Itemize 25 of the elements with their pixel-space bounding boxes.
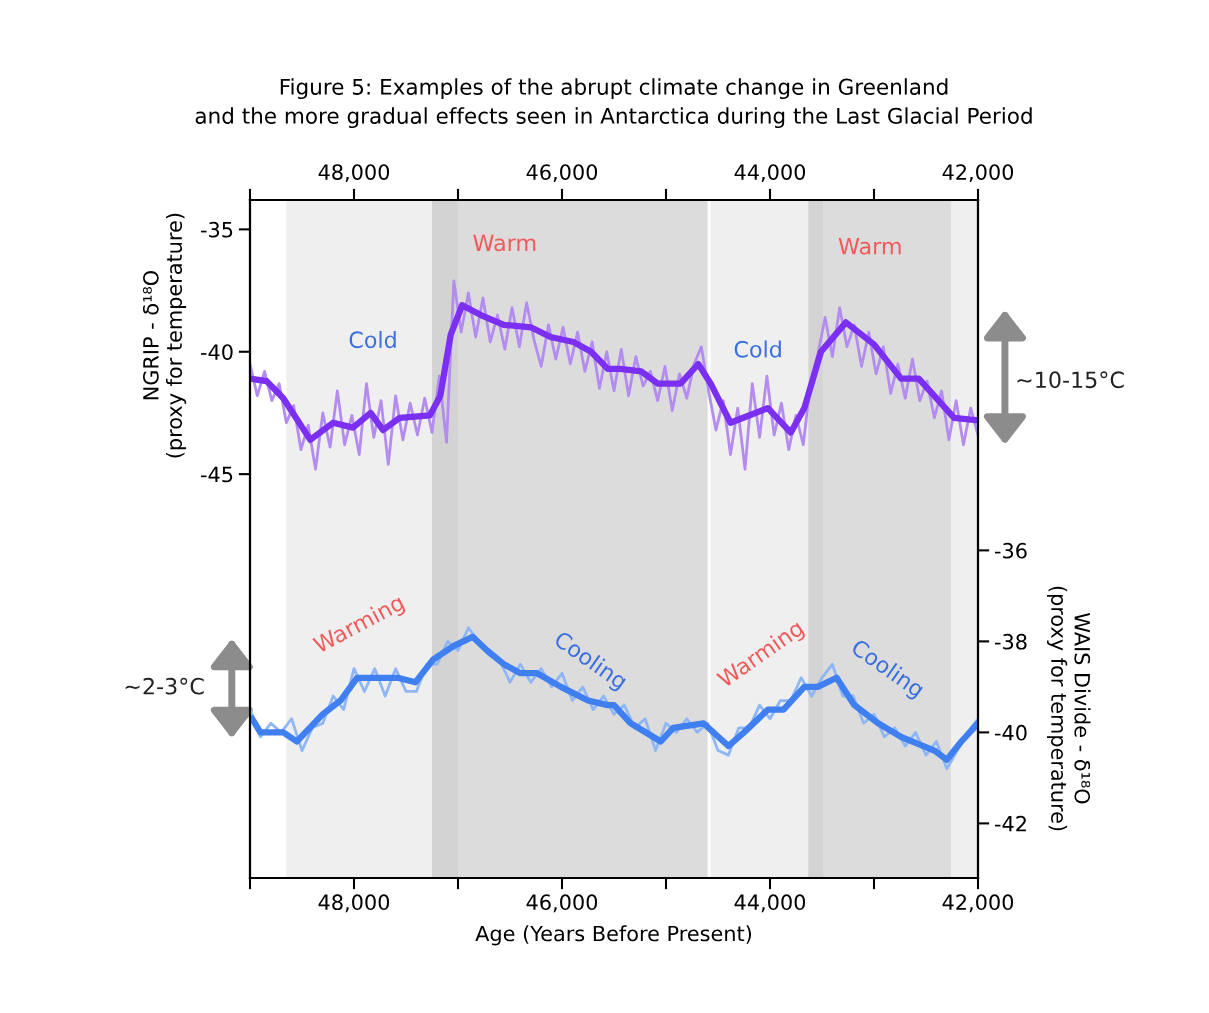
text: ~2-3°C	[125, 677, 204, 695]
annotation: Cold	[349, 330, 396, 349]
y-axis-title: NGRIP - δ¹⁸O (proxy for temperature)	[142, 213, 187, 458]
y-tick-label: -45	[201, 466, 233, 483]
annotation: Cold	[734, 340, 781, 358]
y2-axis-title: WAIS Divide - δ¹⁸O (proxy for temperature)	[1047, 586, 1091, 831]
y2-tick-label: -38	[994, 633, 1027, 650]
x2-tick-label: 46,000	[526, 164, 598, 183]
x-axis-title: Age (Years Before Present)	[475, 925, 752, 946]
x2-tick-label: 44,000	[734, 164, 806, 183]
y2-tick-label: -40	[994, 724, 1027, 741]
y-tick-label: -40	[201, 344, 233, 360]
text: ~10-15°C	[1017, 371, 1124, 389]
x-tick-label: 46,000	[526, 894, 598, 913]
chart-title: Figure 5: Examples of the abrupt climate change in Greenland and the more gradual effects seen in Antarctica during the Last Glacial Period	[195, 78, 1032, 129]
annotation: Warm	[838, 238, 901, 255]
x2-tick-label: 42,000	[942, 164, 1014, 183]
x2-tick-label: 48,000	[318, 164, 390, 183]
annotation: Warm	[473, 234, 536, 252]
y2-tick-label: -42	[994, 815, 1026, 832]
x-tick-label: 48,000	[318, 894, 390, 913]
y2-tick-label: -36	[994, 542, 1027, 559]
y-tick-label: -35	[201, 221, 233, 238]
x-tick-label: 44,000	[734, 894, 806, 913]
x-tick-label: 42,000	[942, 894, 1014, 913]
